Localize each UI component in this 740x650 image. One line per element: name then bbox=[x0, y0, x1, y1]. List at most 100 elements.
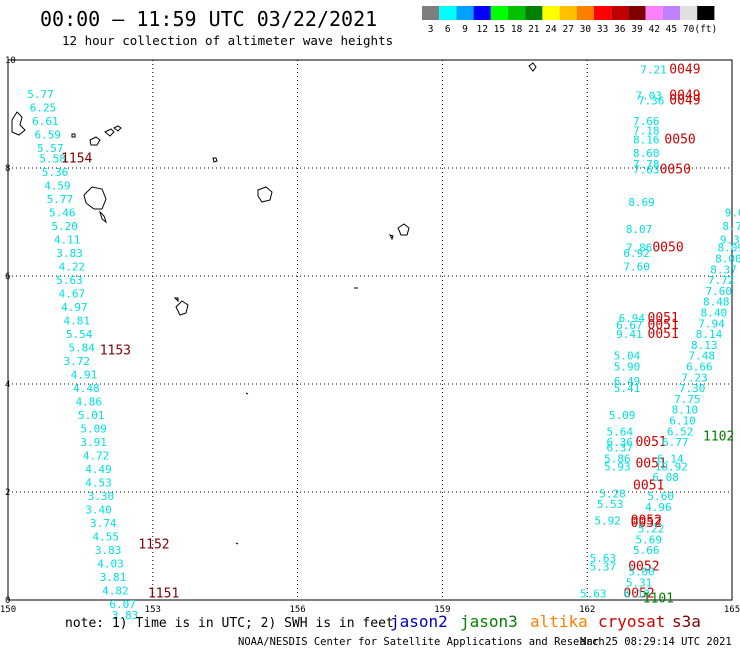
wave-height-value: 7.48 bbox=[689, 350, 716, 363]
pass-time-label: 0051 bbox=[633, 478, 664, 493]
color-swatch bbox=[576, 6, 594, 20]
satellite-legend-entry: s3a bbox=[672, 612, 701, 631]
pass-time-label: 0050 bbox=[660, 162, 691, 177]
wave-height-value: 9.3 bbox=[720, 234, 740, 247]
wave-height-value: 5.93 bbox=[604, 460, 631, 473]
wave-height-value: 6.10 bbox=[669, 415, 696, 428]
satellite-legend-entry: jason2 bbox=[390, 612, 448, 631]
wave-height-value: 5.31 bbox=[626, 577, 653, 590]
wave-height-value: 4.86 bbox=[76, 396, 103, 409]
wave-height-value: 4.03 bbox=[97, 558, 124, 571]
color-swatch bbox=[456, 6, 474, 20]
wave-height-value: 5.63 bbox=[590, 552, 617, 565]
pass-time-label: 0051 bbox=[648, 311, 679, 326]
coastlines bbox=[11, 62, 537, 545]
pass-time-label: 0049 bbox=[669, 63, 700, 78]
wave-height-value: 6.61 bbox=[32, 115, 59, 128]
wave-height-value: 4.55 bbox=[92, 531, 119, 544]
wave-height-value: 4.81 bbox=[64, 315, 91, 328]
axis-tick-labels: 150 153 156 159 162 165 0 2 4 6 8 10 bbox=[0, 56, 740, 615]
color-scale-label: 33 bbox=[597, 24, 608, 35]
wave-height-value: 8.09 bbox=[718, 242, 740, 255]
color-swatch bbox=[490, 6, 508, 20]
wave-height-value: 8.10 bbox=[672, 404, 699, 417]
color-scale-label: 18 bbox=[511, 24, 523, 35]
island-outline bbox=[175, 300, 189, 316]
wave-height-value: 5.46 bbox=[49, 207, 76, 220]
wave-height-value: 4.67 bbox=[59, 288, 86, 301]
wave-height-value: 7.66 bbox=[633, 115, 660, 128]
color-scale-label: (ft) bbox=[694, 24, 717, 35]
color-scale-label: 6 bbox=[445, 24, 451, 35]
color-swatch bbox=[628, 6, 646, 20]
wave-height-value: 7.36 bbox=[638, 94, 665, 107]
track-s3a: 5.776.256.616.595.575.585.364.595.775.46… bbox=[27, 88, 179, 622]
wave-height-value: 8.69 bbox=[628, 196, 655, 209]
color-swatch bbox=[611, 6, 629, 20]
wave-height-value: 6.77 bbox=[662, 436, 689, 449]
color-scale-label: 3 bbox=[428, 24, 434, 35]
wave-height-value: 7.63 bbox=[633, 163, 660, 176]
footer-timestamp: Mar 25 08:29:14 UTC 2021 bbox=[580, 636, 732, 648]
wave-height-value: 5.63 bbox=[580, 587, 607, 600]
wave-height-value: 7.21 bbox=[640, 64, 667, 77]
pass-time-label: 1154 bbox=[61, 152, 92, 167]
color-scale-label: 24 bbox=[545, 24, 557, 35]
x-tick-label: 150 bbox=[0, 605, 16, 615]
color-swatch bbox=[525, 6, 543, 20]
wave-height-value: 5.09 bbox=[609, 409, 636, 422]
wave-height-value: 8.14 bbox=[696, 328, 723, 341]
island-outline bbox=[89, 136, 101, 146]
color-swatch bbox=[422, 6, 440, 20]
pass-time-label: 0051 bbox=[648, 327, 679, 342]
wave-height-value: 3.83 bbox=[95, 544, 122, 557]
wave-height-value: 6.59 bbox=[35, 128, 62, 141]
wave-height-value: 5.53 bbox=[597, 498, 624, 511]
island-outline bbox=[113, 125, 122, 132]
pass-time-label: 1152 bbox=[138, 538, 169, 553]
color-swatch bbox=[508, 6, 526, 20]
wave-height-value: 4.48 bbox=[73, 382, 100, 395]
y-tick-label: 6 bbox=[5, 272, 10, 282]
pass-time-label: 0051 bbox=[648, 318, 679, 333]
map-title: 00:00 – 11:59 UTC 03/22/2021 bbox=[40, 7, 377, 31]
wave-height-value: 7.60 bbox=[623, 261, 650, 274]
color-swatch bbox=[542, 6, 560, 20]
wave-height-value: 5.01 bbox=[78, 409, 105, 422]
color-scale-label: 9 bbox=[462, 24, 468, 35]
wave-height-value: 8.48 bbox=[703, 296, 730, 309]
wave-height-value: 7.72 bbox=[708, 274, 735, 287]
island-outline bbox=[389, 234, 394, 241]
wave-height-value: 3.81 bbox=[100, 571, 127, 584]
wave-height-value: 5.57 bbox=[37, 142, 64, 155]
wave-height-value: 5.22 bbox=[638, 523, 665, 536]
wave-height-value: 5.54 bbox=[66, 328, 93, 341]
wave-height-value: 6.07 bbox=[109, 598, 136, 611]
wave-height-value: 4.53 bbox=[85, 477, 112, 490]
wave-height-value: 8.40 bbox=[701, 307, 728, 320]
wave-height-value: 6.08 bbox=[652, 471, 679, 484]
wave-height-value: 3.40 bbox=[85, 504, 112, 517]
color-scale-label: 30 bbox=[580, 24, 592, 35]
wave-height-value: 5.92 bbox=[594, 514, 621, 527]
color-swatch bbox=[473, 6, 491, 20]
pass-time-label: 0051 bbox=[635, 457, 666, 472]
wave-height-value: 4.82 bbox=[102, 585, 128, 598]
map-frame bbox=[7, 59, 733, 601]
altimeter-tracks: 5.776.256.616.595.575.585.364.595.775.46… bbox=[27, 63, 740, 622]
satellite-legend: jason2 jason3 altika cryosat s3a bbox=[390, 612, 701, 631]
x-tick-label: 162 bbox=[579, 605, 595, 615]
wave-height-value: 3.83 bbox=[112, 609, 139, 622]
wave-height-value: 6.49 bbox=[614, 375, 641, 388]
color-scale-label: 70 bbox=[683, 24, 695, 35]
x-tick-label: 159 bbox=[434, 605, 450, 615]
color-scale-label: 36 bbox=[614, 24, 626, 35]
island-outline bbox=[257, 186, 273, 203]
color-swatch bbox=[680, 6, 698, 20]
wave-height-value: 5.00 bbox=[628, 566, 655, 579]
wave-height-value: 4.22 bbox=[59, 261, 86, 274]
wave-height-value: 5.60 bbox=[648, 490, 675, 503]
island-outline bbox=[11, 111, 26, 136]
pass-time-label: 1151 bbox=[148, 586, 179, 601]
island-outline bbox=[235, 542, 239, 545]
